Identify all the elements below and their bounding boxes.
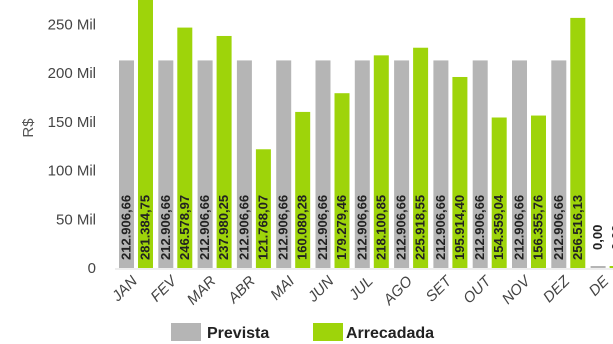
- bar-arrecadada: [216, 35, 232, 269]
- data-label: 237.980,25: [216, 195, 231, 260]
- data-label: 246.578,97: [177, 195, 192, 260]
- data-label: 212.906,66: [394, 195, 409, 260]
- data-label: 212.906,66: [315, 195, 330, 260]
- bar-arrecadada: [373, 55, 389, 268]
- x-tick-label: OUT: [460, 272, 496, 308]
- data-label: 195.914,40: [452, 195, 467, 260]
- data-label: 281.384,75: [138, 195, 153, 260]
- bar-prevista: [354, 60, 370, 268]
- bar-arrecadada: [413, 47, 429, 268]
- x-tick-label: NOV: [499, 271, 535, 307]
- y-tick-label: 250 Mil: [48, 16, 96, 33]
- data-label: 225.918,55: [413, 195, 428, 260]
- bar-arrecadada: [177, 27, 193, 268]
- bar-arrecadada: [570, 17, 586, 268]
- x-tick-label: DE: [586, 272, 613, 299]
- data-label: 0,00: [590, 225, 605, 250]
- data-label: 160.080,28: [295, 195, 310, 260]
- bar-arrecadada: [295, 111, 311, 269]
- data-label: 212.906,66: [276, 195, 291, 260]
- bar-prevista: [197, 60, 213, 268]
- bar-prevista: [472, 60, 488, 268]
- bar-prevista: [590, 266, 606, 268]
- bar-prevista: [236, 60, 252, 268]
- x-tick-label: SET: [423, 272, 457, 306]
- x-tick-label: ABR: [224, 273, 259, 308]
- y-axis-title: R$: [20, 118, 37, 138]
- data-label: 212.906,66: [472, 195, 487, 260]
- legend-label-arrecadada: Arrecadada: [346, 325, 434, 342]
- bar-arrecadada: [138, 0, 153, 268]
- data-label: 156.355,76: [531, 195, 546, 260]
- x-tick-label: DEZ: [540, 272, 574, 306]
- x-tick-label: JAN: [108, 273, 141, 306]
- x-tick-label: JUL: [345, 273, 377, 305]
- legend-label-prevista: Prevista: [207, 325, 269, 342]
- data-label: 218.100,85: [373, 195, 388, 260]
- bar-prevista: [119, 60, 134, 268]
- data-label: 212.906,66: [119, 195, 134, 260]
- data-label: 0,00: [609, 225, 613, 250]
- y-tick-label: 0: [88, 260, 96, 277]
- bar-prevista: [158, 60, 174, 268]
- bar-arrecadada: [609, 266, 613, 268]
- data-label: 212.906,66: [433, 195, 448, 260]
- data-label: 212.906,66: [236, 195, 251, 260]
- y-tick-label: 50 Mil: [56, 211, 96, 228]
- x-tick-label: MAI: [267, 273, 298, 304]
- bar-arrecadada: [452, 76, 468, 268]
- bar-arrecadada: [334, 93, 350, 268]
- y-tick-label: 200 Mil: [48, 65, 96, 82]
- bar-prevista: [551, 60, 567, 268]
- bar-prevista: [512, 60, 527, 268]
- bar-prevista: [394, 60, 410, 268]
- legend-swatch-prevista: [171, 323, 201, 341]
- legend-swatch-arrecadada: [313, 323, 343, 341]
- data-label: 121.768,07: [255, 195, 270, 260]
- bar-prevista: [315, 60, 331, 268]
- data-label: 212.906,66: [551, 195, 566, 260]
- data-label: 212.906,66: [197, 195, 212, 260]
- data-label: 212.906,66: [354, 195, 369, 260]
- bar-prevista: [276, 60, 292, 268]
- bar-prevista: [433, 60, 449, 268]
- x-tick-label: AGO: [380, 273, 417, 310]
- x-tick-label: JUN: [304, 273, 337, 306]
- bar-arrecadada: [255, 149, 271, 268]
- y-tick-label: 100 Mil: [48, 163, 96, 180]
- data-label: 212.906,66: [158, 195, 173, 260]
- y-tick-label: 150 Mil: [48, 114, 96, 131]
- data-label: 179.279,46: [334, 195, 349, 260]
- bar-arrecadada: [531, 115, 546, 268]
- data-label: 154.359,04: [491, 194, 506, 260]
- data-label: 212.906,66: [512, 195, 527, 260]
- x-tick-label: FEV: [147, 271, 181, 305]
- bar-arrecadada: [491, 117, 507, 268]
- x-tick-label: MAR: [184, 273, 220, 309]
- data-label: 256.516,13: [570, 195, 585, 260]
